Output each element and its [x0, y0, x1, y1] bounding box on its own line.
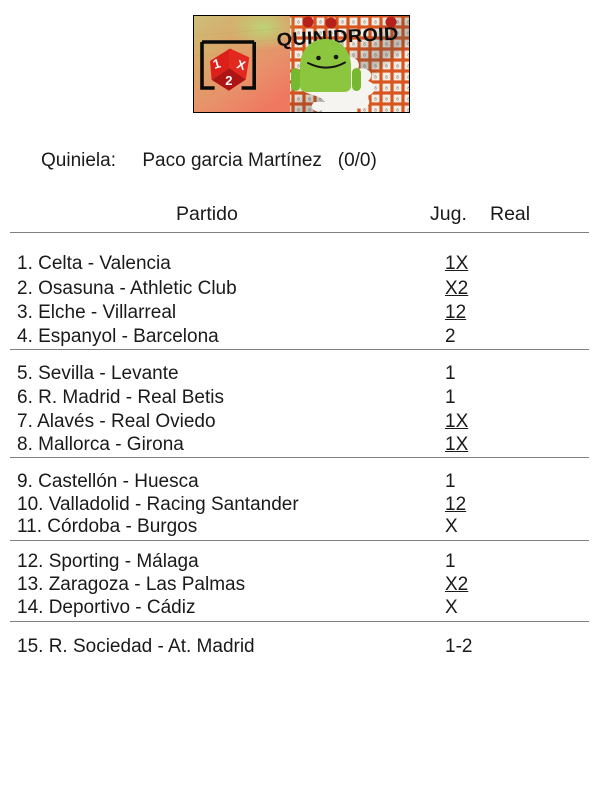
svg-text:2: 2 — [225, 73, 232, 88]
